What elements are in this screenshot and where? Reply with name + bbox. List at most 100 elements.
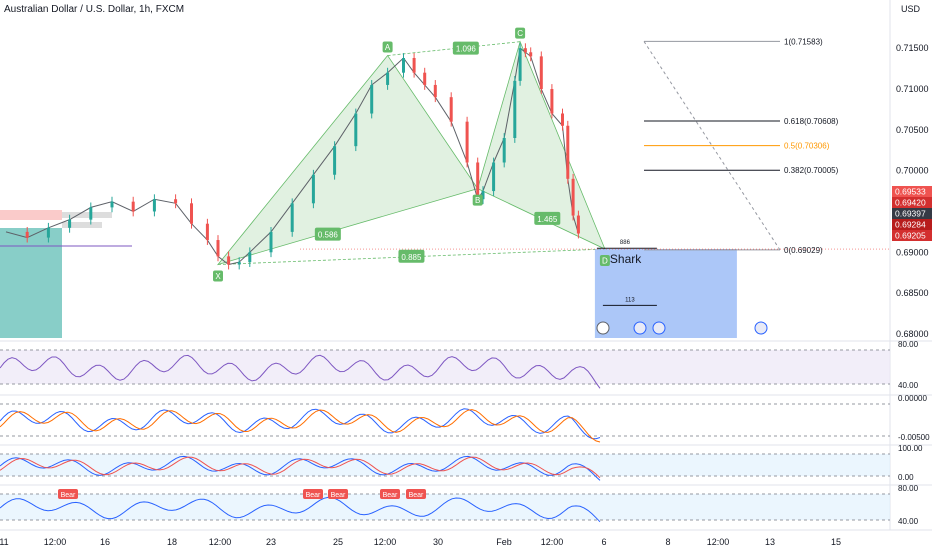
price-line — [5, 47, 579, 266]
flag-icon — [754, 321, 768, 335]
time-tick-label: 12:00 — [541, 537, 564, 547]
candle-body — [89, 207, 93, 220]
price-badge — [892, 219, 932, 230]
chart-title: Australian Dollar / U.S. Dollar, 1h, FXC… — [4, 4, 185, 15]
candle-body — [449, 97, 453, 122]
pattern-point-badge — [599, 255, 610, 267]
time-tick-label: 12:00 — [44, 537, 67, 547]
price-badge-label: 0.69420 — [895, 198, 926, 208]
candle-body — [550, 89, 554, 114]
indicator-signal-line — [0, 409, 601, 443]
indicator-band — [0, 454, 890, 476]
candle-body — [502, 138, 506, 163]
pattern-ratio-badge — [534, 211, 561, 225]
gray-zone — [62, 222, 102, 228]
candle-body — [529, 52, 533, 57]
candle-body — [174, 199, 178, 204]
pattern-ratio-badge — [452, 41, 479, 55]
price-tick-label: 0.68000 — [896, 329, 929, 339]
target-label: 886 — [620, 240, 631, 246]
supply-zone — [0, 210, 62, 220]
target-zone — [594, 249, 737, 338]
pattern-point-label: C — [517, 29, 523, 38]
price-tick-label: 0.71000 — [896, 84, 929, 94]
price-badge — [892, 197, 932, 208]
indicator-tick-label: 0.00000 — [898, 394, 927, 403]
price-badge-label: 0.69284 — [895, 220, 926, 230]
candle-body — [412, 58, 416, 73]
pattern-point-badge — [472, 194, 483, 206]
fib-level-label: 0.382(0.70005) — [784, 166, 839, 175]
candle-body — [523, 48, 527, 53]
bear-signal-label: Bear — [383, 492, 398, 499]
candle-body — [561, 113, 564, 126]
indicator-line — [0, 408, 601, 440]
candle-body — [237, 262, 241, 265]
indicator-tick-label: 40.00 — [898, 517, 919, 526]
candle-body — [476, 162, 480, 200]
price-badge-label: 0.69533 — [895, 187, 926, 197]
fib-level-label: 0(0.69029) — [784, 246, 823, 255]
indicator-signal-line — [0, 456, 601, 479]
candle-body — [354, 113, 358, 147]
time-tick-label: 12:00 — [374, 537, 397, 547]
time-tick-label: 13 — [765, 537, 775, 547]
price-tick-label: 0.68500 — [896, 288, 929, 298]
candle-body — [131, 201, 135, 212]
pattern-point-badge — [515, 27, 526, 39]
price-badge — [892, 208, 932, 219]
bear-signal-label: Bear — [331, 492, 346, 499]
time-tick-label: 12:00 — [707, 537, 730, 547]
indicator-line — [0, 496, 601, 523]
indicator-tick-label: 80.00 — [898, 340, 919, 349]
candle-body — [110, 201, 114, 208]
indicator-tick-label: -0.00500 — [898, 433, 930, 442]
candle-body — [25, 231, 29, 238]
indicator-tick-label: 100.00 — [898, 444, 923, 453]
demand-zone — [0, 228, 62, 338]
price-badge — [892, 186, 932, 197]
time-tick-label: 6 — [601, 537, 606, 547]
candle-body — [216, 240, 220, 257]
bear-signal-badge — [58, 489, 78, 499]
time-tick-label: 25 — [333, 537, 343, 547]
indicator-band — [0, 494, 890, 520]
pattern-point-label: B — [475, 196, 480, 205]
candle-body — [518, 48, 522, 81]
candle-body — [248, 252, 252, 263]
pattern-ratio-badge — [314, 227, 341, 241]
indicator-line — [0, 354, 601, 389]
pattern-ratio-label: 1.096 — [456, 45, 477, 54]
price-badge — [892, 230, 932, 241]
pattern-xab-triangle — [216, 54, 479, 266]
time-tick-label: 18 — [167, 537, 177, 547]
bear-signal-badge — [406, 489, 426, 499]
pattern-ratio-badge — [398, 249, 425, 263]
time-tick-label: 23 — [266, 537, 276, 547]
candle-body — [492, 162, 496, 192]
pattern-ratio-label: 0.586 — [318, 231, 339, 240]
indicator-tick-label: 40.00 — [898, 381, 919, 390]
bear-signal-label: Bear — [61, 492, 76, 499]
candle-body — [513, 80, 517, 138]
fib-level-label: 0.618(0.70608) — [784, 117, 839, 126]
flag-icon — [652, 321, 666, 335]
price-tick-label: 0.71500 — [896, 43, 929, 53]
gray-zone — [62, 212, 112, 218]
price-tick-label: 0.69000 — [896, 247, 929, 257]
candle-body — [152, 199, 156, 212]
price-badge-label: 0.69397 — [895, 209, 926, 219]
candle-body — [402, 58, 405, 73]
candle-body — [423, 72, 427, 85]
bear-signal-badge — [303, 489, 323, 499]
pattern-point-badge — [382, 41, 393, 53]
price-tick-label: 0.70000 — [896, 166, 929, 176]
candle-body — [269, 231, 273, 253]
bear-signal-label: Bear — [409, 492, 424, 499]
candle-body — [481, 191, 485, 200]
bear-signal-badge — [380, 489, 400, 499]
pattern-ratio-line — [217, 248, 605, 265]
pattern-ratio-label: 0.885 — [401, 253, 422, 262]
time-tick-label: 30 — [433, 537, 443, 547]
